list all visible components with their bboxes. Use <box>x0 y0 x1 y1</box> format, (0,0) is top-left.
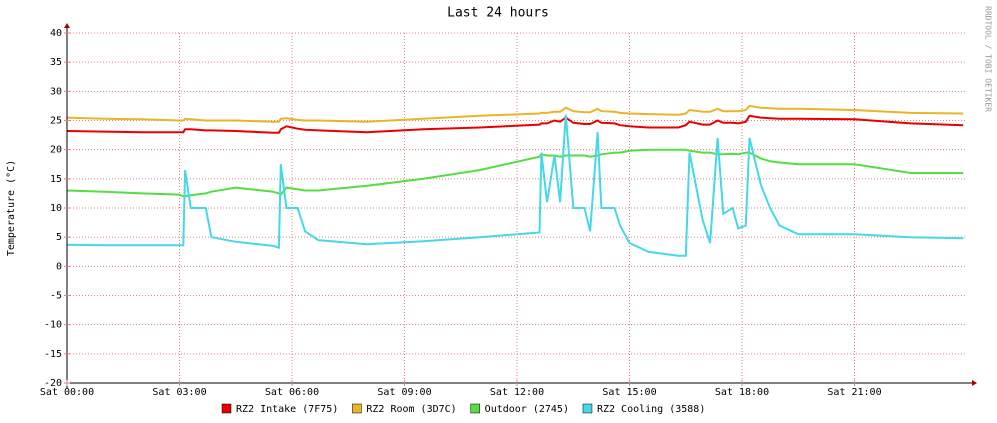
x-tick-label: Sat 18:00 <box>715 387 769 398</box>
legend: RZ2 Intake (7F75) RZ2 Room (3D7C) Outdoor … <box>221 403 705 415</box>
y-tick-label: 30 <box>50 86 62 97</box>
series-line <box>66 114 964 257</box>
y-tick-label: 25 <box>50 116 62 127</box>
legend-swatch <box>582 403 593 414</box>
y-tick-label: 0 <box>56 261 62 272</box>
y-tick-label: 35 <box>50 57 62 68</box>
legend-label: RZ2 Intake (7F75) <box>236 404 338 415</box>
x-arrow <box>972 380 977 386</box>
legend-swatch <box>470 403 480 414</box>
x-tick-label: Sat 03:00 <box>152 387 206 398</box>
legend-swatch <box>352 403 362 414</box>
legend-label: Outdoor (2745) <box>485 404 569 415</box>
y-arrow <box>64 23 70 28</box>
y-tick-label: 40 <box>50 28 62 39</box>
series-line <box>66 114 964 134</box>
legend-swatch <box>221 403 232 414</box>
y-axis-label: Temperature (°C) <box>6 160 17 256</box>
y-tick-label: -15 <box>44 349 62 360</box>
watermark: RRDTOOL / TOBI OETIKER <box>984 6 993 112</box>
x-tick-label: Sat 15:00 <box>602 387 656 398</box>
y-tick-label: -10 <box>44 320 62 331</box>
y-tick-label: 20 <box>50 145 62 156</box>
series-line <box>66 148 964 198</box>
x-tick-label: Sat 21:00 <box>827 387 881 398</box>
chart-title: Last 24 hours <box>447 6 549 21</box>
axes: -20 -15 -10 -5 0 5 10 15 20 25 30 35 40 Sat 00:00 Sat … <box>40 23 977 398</box>
plot <box>66 104 964 257</box>
x-tick-label: Sat 06:00 <box>265 387 319 398</box>
y-tick-label: -20 <box>44 378 62 389</box>
legend-label: RZ2 Room (3D7C) <box>366 404 456 415</box>
x-tick-label: Sat 12:00 <box>490 387 544 398</box>
x-tick-label: Sat 09:00 <box>377 387 431 398</box>
legend-label: RZ2 Cooling (3588) <box>597 404 705 415</box>
y-tick-label: 15 <box>50 174 62 185</box>
y-tick-label: 10 <box>50 203 62 214</box>
y-tick-label: 5 <box>56 232 62 243</box>
y-tick-label: -5 <box>50 291 62 302</box>
x-tick-label: Sat 00:00 <box>40 387 94 398</box>
series-line <box>66 104 964 123</box>
